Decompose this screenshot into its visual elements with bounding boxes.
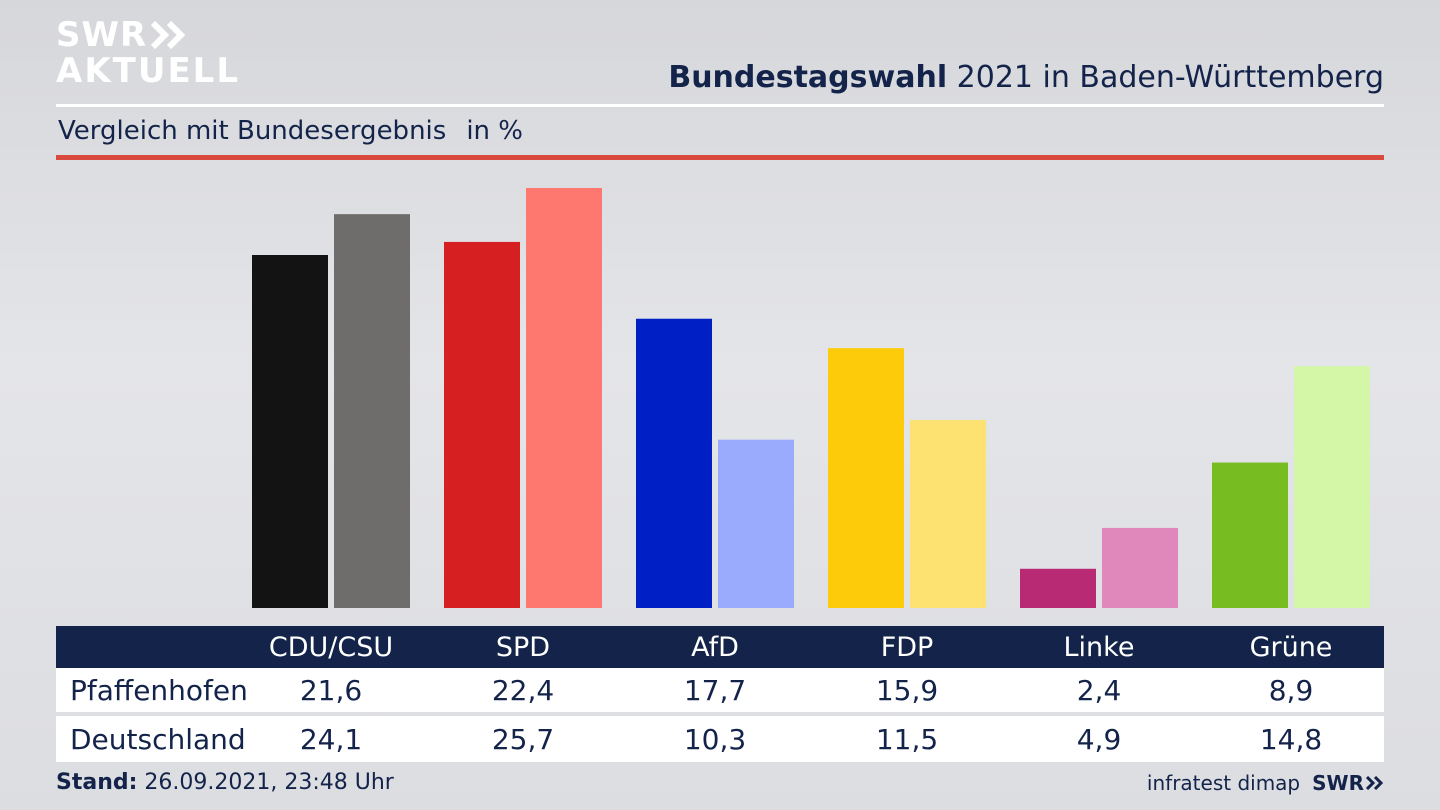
table-row: Deutschland 24,1 25,7 10,3 11,5 4,9 14,8 bbox=[56, 716, 1384, 762]
title-rest: 2021 in Baden-Württemberg bbox=[947, 60, 1384, 95]
title-divider bbox=[56, 104, 1384, 107]
bar-chart bbox=[252, 188, 1370, 608]
bar-grne-pfaffenhofen bbox=[1212, 462, 1288, 608]
swr-footer-text: SWR bbox=[1312, 771, 1364, 795]
swr-aktuell-logo: SWR AKTUELL bbox=[56, 18, 240, 88]
subtitle: Vergleich mit Bundesergebnis in % bbox=[58, 116, 523, 146]
double-chevron-icon bbox=[1366, 776, 1384, 790]
subtitle-text: Vergleich mit Bundesergebnis bbox=[58, 116, 447, 146]
title-bold: Bundestagswahl bbox=[668, 60, 948, 95]
timestamp: Stand: 26.09.2021, 23:48 Uhr bbox=[56, 770, 394, 795]
value-cell: 21,6 bbox=[299, 673, 363, 707]
bar-grne-deutschland bbox=[1294, 366, 1370, 608]
value-cell: 10,3 bbox=[683, 722, 747, 756]
source-text: infratest dimap bbox=[1146, 771, 1301, 795]
subtitle-divider bbox=[56, 155, 1384, 160]
table-row: Pfaffenhofen 21,6 22,4 17,7 15,9 2,4 8,9 bbox=[56, 668, 1384, 712]
value-cell: 25,7 bbox=[491, 722, 555, 756]
bar-spd-deutschland bbox=[526, 188, 602, 608]
logo-aktuell-text: AKTUELL bbox=[56, 51, 241, 91]
double-chevron-icon bbox=[151, 21, 187, 49]
row-label-deutschland: Deutschland bbox=[70, 722, 246, 756]
value-cell: 22,4 bbox=[491, 673, 555, 707]
value-cell: 24,1 bbox=[299, 722, 363, 756]
header-fdp: FDP bbox=[880, 631, 934, 663]
bar-fdp-deutschland bbox=[910, 420, 986, 608]
swr-footer-logo: SWR bbox=[1312, 771, 1384, 795]
value-cell: 4,9 bbox=[1076, 722, 1122, 756]
value-cell: 14,8 bbox=[1259, 722, 1323, 756]
value-cell: 8,9 bbox=[1268, 673, 1314, 707]
value-cell: 17,7 bbox=[683, 673, 747, 707]
bar-cducsu-deutschland bbox=[334, 214, 410, 608]
bar-spd-pfaffenhofen bbox=[444, 241, 520, 608]
table-header: CDU/CSU SPD AfD FDP Linke Grüne bbox=[56, 626, 1384, 668]
unit-text: in % bbox=[466, 116, 523, 146]
header-cdu: CDU/CSU bbox=[268, 631, 394, 663]
bar-afd-pfaffenhofen bbox=[636, 318, 712, 608]
bar-linke-pfaffenhofen bbox=[1020, 568, 1096, 608]
stand-value: 26.09.2021, 23:48 Uhr bbox=[137, 770, 394, 795]
value-cell: 15,9 bbox=[875, 673, 939, 707]
header-afd: AfD bbox=[691, 631, 739, 663]
header-linke: Linke bbox=[1063, 631, 1135, 663]
value-cell: 11,5 bbox=[875, 722, 939, 756]
row-label-pfaffenhofen: Pfaffenhofen bbox=[70, 673, 248, 707]
bar-linke-deutschland bbox=[1102, 527, 1178, 608]
bar-cducsu-pfaffenhofen bbox=[252, 255, 328, 608]
bar-fdp-pfaffenhofen bbox=[828, 348, 904, 608]
page-title: Bundestagswahl 2021 in Baden-Württemberg bbox=[668, 60, 1384, 95]
header-gruene: Grüne bbox=[1249, 631, 1333, 663]
header-spd: SPD bbox=[495, 631, 551, 663]
bar-afd-deutschland bbox=[718, 439, 794, 608]
stand-label: Stand: bbox=[56, 770, 138, 795]
logo-swr-text: SWR bbox=[56, 15, 148, 55]
value-cell: 2,4 bbox=[1076, 673, 1122, 707]
footer-source: infratest dimap SWR bbox=[1147, 771, 1384, 795]
